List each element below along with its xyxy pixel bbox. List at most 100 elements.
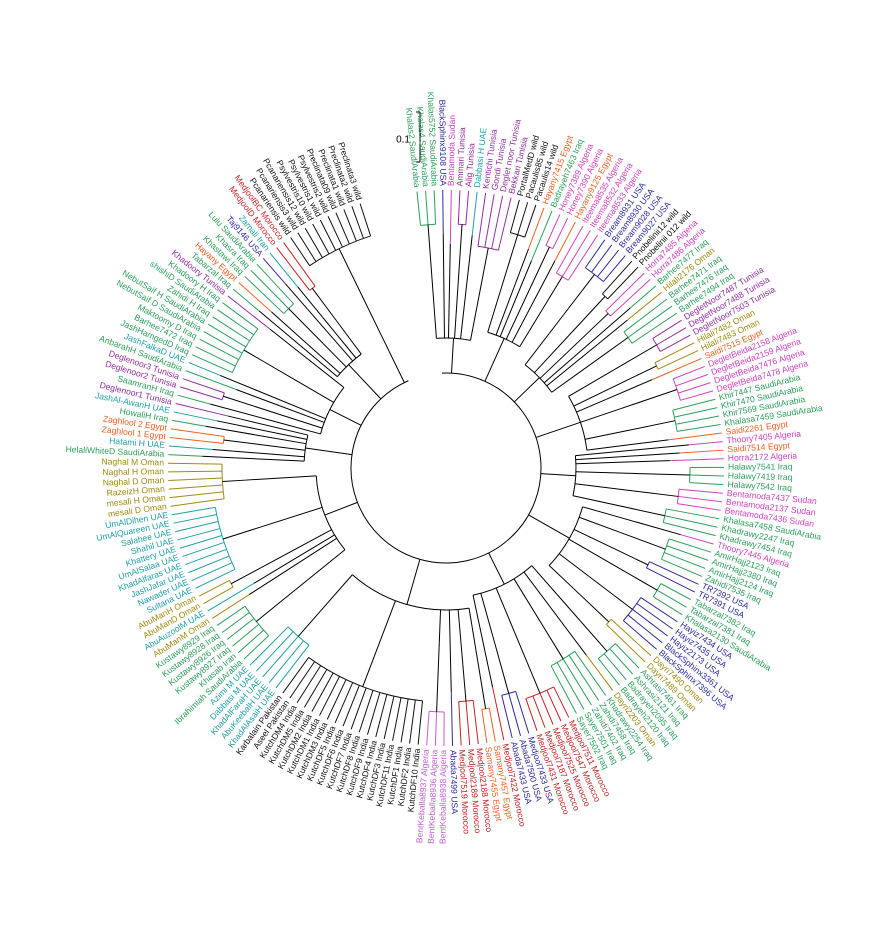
branch [627, 614, 663, 644]
branch [207, 582, 255, 612]
internal-branch [438, 609, 442, 643]
clade-arc [623, 331, 633, 344]
branch [657, 350, 699, 370]
branch [481, 709, 488, 744]
branch [290, 237, 311, 266]
internal-branch [582, 296, 606, 321]
internal-branch [318, 574, 353, 614]
branch [623, 298, 668, 333]
internal-branch [288, 549, 346, 596]
branch [351, 206, 364, 239]
internal-branch [457, 609, 464, 670]
branch [188, 362, 221, 376]
internal-branch [258, 390, 326, 420]
branch [640, 597, 678, 623]
internal-branch [303, 323, 347, 368]
internal-branch [462, 669, 467, 702]
internal-branch [338, 248, 362, 295]
branch [597, 658, 620, 686]
branch [426, 711, 430, 746]
branch [296, 665, 322, 704]
internal-branch [348, 364, 382, 400]
branch [649, 561, 699, 585]
internal-branch [258, 310, 306, 351]
branch [182, 378, 225, 394]
branch [675, 374, 708, 387]
clade-arc [654, 362, 659, 370]
internal-branch [528, 514, 570, 539]
internal-branch [305, 447, 353, 456]
branch [509, 199, 520, 233]
branch [416, 191, 421, 226]
branch [227, 295, 271, 330]
branch [262, 636, 299, 678]
internal-branch [448, 609, 452, 679]
internal-branch [324, 501, 358, 516]
internal-branch [573, 375, 637, 407]
branch [672, 398, 716, 411]
branch [623, 620, 658, 650]
internal-branch [255, 434, 307, 445]
internal-branch [448, 275, 451, 339]
internal-branch [476, 658, 487, 709]
branch [508, 693, 522, 736]
scale-bar: 0.1 [396, 111, 421, 163]
internal-branch [460, 258, 471, 339]
internal-branch [620, 389, 678, 410]
internal-branch [329, 409, 362, 426]
internal-branch [271, 311, 303, 340]
internal-branch [543, 352, 579, 384]
clade-arc [221, 392, 225, 400]
branch [350, 687, 367, 730]
clade-arc [244, 606, 270, 637]
internal-branch [230, 554, 285, 585]
internal-branch [212, 449, 272, 455]
branch [660, 334, 691, 352]
internal-branch [620, 344, 657, 367]
branch [168, 445, 213, 451]
internal-branch [505, 276, 536, 340]
branch [172, 419, 206, 427]
branch [433, 190, 437, 225]
taxon-label: Abada7499 USA [448, 750, 460, 815]
internal-branch [524, 314, 564, 366]
branch [525, 698, 538, 731]
branch [358, 690, 374, 733]
internal-branch [548, 565, 574, 589]
branch [552, 217, 569, 249]
clade-arc [606, 618, 612, 625]
branch [539, 692, 554, 725]
internal-branch [304, 349, 338, 378]
branch [232, 288, 260, 312]
branch [669, 458, 724, 462]
clade-arc [672, 378, 681, 401]
branch [627, 291, 662, 321]
branch [666, 508, 720, 520]
internal-branch [308, 359, 345, 388]
internal-branch [499, 281, 524, 337]
taxon-label: BentKeballa8936 Algeria [426, 749, 440, 844]
internal-branch [522, 260, 532, 282]
taxon-label: BlackSphinx9108 USA [437, 99, 448, 186]
branch [646, 567, 695, 593]
internal-branch [255, 594, 290, 622]
internal-branch [388, 350, 405, 383]
internal-branch [575, 471, 639, 475]
internal-branch [469, 235, 473, 259]
branch [319, 676, 340, 716]
branch [546, 689, 562, 722]
branch [678, 382, 711, 394]
branch [335, 212, 350, 245]
internal-branch [360, 294, 390, 352]
branch [465, 190, 470, 225]
internal-branch [541, 276, 563, 312]
branch [168, 484, 223, 490]
clade-arc [550, 650, 576, 667]
internal-branch [235, 457, 305, 462]
branch [168, 462, 223, 465]
branch [199, 579, 230, 597]
internal-branch [276, 421, 321, 435]
internal-branch [539, 322, 600, 379]
branch [182, 541, 225, 557]
